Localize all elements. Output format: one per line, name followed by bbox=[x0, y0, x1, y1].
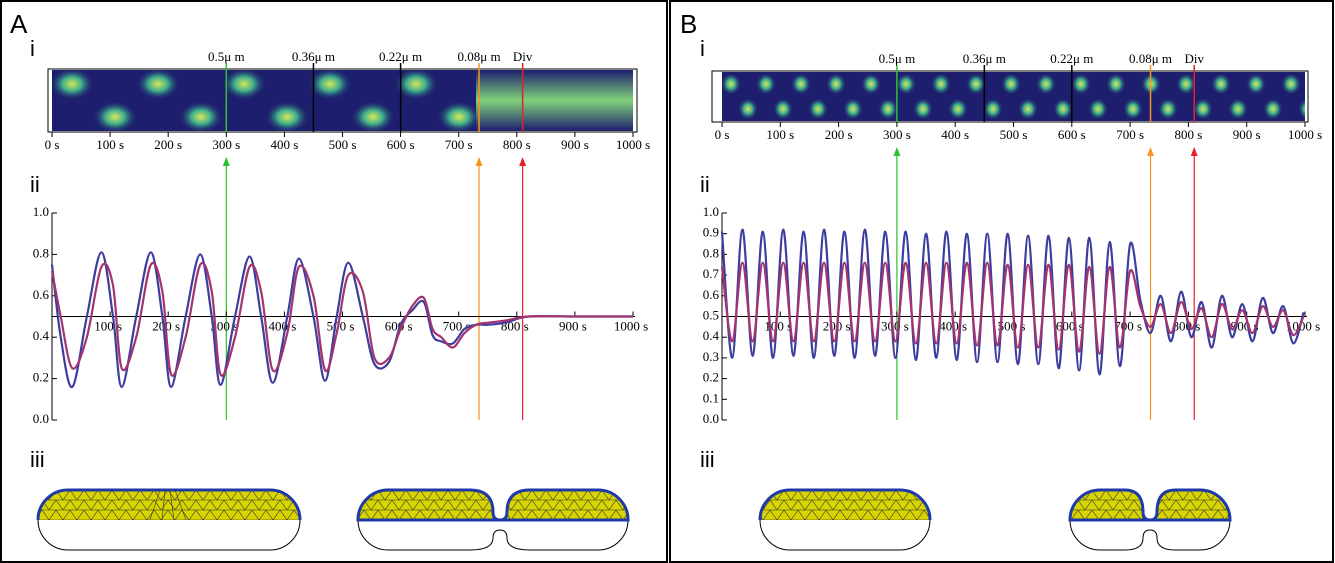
x-tick-label: 300 s bbox=[212, 137, 240, 152]
x-tick-label: 200 s bbox=[825, 127, 853, 142]
marker-label: Div bbox=[1184, 51, 1204, 66]
y-tick-label: 0.4 bbox=[703, 328, 720, 343]
marker-label: 0.08μ m bbox=[1129, 51, 1172, 66]
data-line bbox=[50, 261, 633, 377]
cell-mesh bbox=[36, 488, 302, 551]
sub-label: iii bbox=[30, 447, 45, 472]
x-tick-label: 500 s bbox=[1000, 127, 1028, 142]
kymograph-image bbox=[476, 70, 633, 131]
x-tick-label: 600 s bbox=[1056, 318, 1084, 333]
x-tick-label: 100 s bbox=[766, 127, 794, 142]
arrow-head bbox=[519, 157, 527, 166]
x-tick-label: 100 s bbox=[96, 137, 124, 152]
x-tick-label: 700 s bbox=[1114, 318, 1142, 333]
cell-mesh bbox=[1068, 488, 1232, 551]
marker-label: Div bbox=[513, 49, 533, 64]
x-tick-label: 300 s bbox=[883, 127, 911, 142]
marker-label: 0.5μ m bbox=[208, 49, 245, 64]
arrow-head bbox=[222, 157, 230, 166]
x-tick-label: 1000 s bbox=[1286, 318, 1320, 333]
y-tick-label: 0.5 bbox=[703, 307, 719, 322]
marker-label: 0.08μ m bbox=[457, 49, 500, 64]
y-tick-label: 0.9 bbox=[703, 225, 719, 240]
panel-label: B bbox=[680, 9, 697, 39]
x-tick-label: 400 s bbox=[941, 127, 969, 142]
y-tick-label: 0.6 bbox=[33, 287, 50, 302]
y-tick-label: 0.8 bbox=[33, 245, 49, 260]
arrow-head bbox=[893, 147, 901, 156]
x-tick-label: 300 s bbox=[210, 318, 238, 333]
x-tick-label: 900 s bbox=[561, 137, 589, 152]
y-tick-label: 0.2 bbox=[33, 370, 49, 385]
x-tick-label: 1000 s bbox=[614, 318, 648, 333]
marker-label: 0.36μ m bbox=[292, 49, 335, 64]
x-tick-label: 0 s bbox=[715, 127, 730, 142]
y-tick-label: 0.8 bbox=[703, 245, 719, 260]
panel-border bbox=[0, 0, 668, 563]
arrow-head bbox=[475, 157, 483, 166]
x-tick-label: 500 s bbox=[998, 318, 1026, 333]
sub-label: i bbox=[700, 36, 705, 61]
panel-border bbox=[669, 0, 1334, 563]
kymograph-frame bbox=[711, 70, 1309, 123]
y-tick-label: 1.0 bbox=[33, 204, 49, 219]
panel-label: A bbox=[10, 9, 28, 39]
x-tick-label: 600 s bbox=[1058, 127, 1086, 142]
y-tick-label: 0.3 bbox=[703, 349, 719, 364]
x-tick-label: 1000 s bbox=[1288, 127, 1322, 142]
sub-label: ii bbox=[30, 172, 40, 197]
y-tick-label: 1.0 bbox=[703, 204, 719, 219]
x-tick-label: 500 s bbox=[327, 318, 355, 333]
x-tick-label: 900 s bbox=[1233, 127, 1261, 142]
y-tick-label: 0.1 bbox=[703, 390, 719, 405]
y-tick-label: 0.7 bbox=[703, 266, 720, 281]
y-tick-label: 0.0 bbox=[33, 411, 49, 426]
kymograph-image bbox=[52, 70, 476, 131]
marker-label: 0.22μ m bbox=[379, 49, 422, 64]
x-tick-label: 200 s bbox=[154, 137, 182, 152]
cell-mesh bbox=[356, 488, 630, 551]
sub-label: ii bbox=[700, 172, 710, 197]
x-tick-label: 300 s bbox=[881, 318, 909, 333]
x-tick-label: 600 s bbox=[387, 137, 415, 152]
x-tick-label: 800 s bbox=[503, 137, 531, 152]
x-tick-label: 600 s bbox=[385, 318, 413, 333]
marker-label: 0.36μ m bbox=[963, 51, 1006, 66]
y-tick-label: 0.4 bbox=[33, 328, 50, 343]
x-tick-label: 400 s bbox=[270, 137, 298, 152]
marker-label: 0.5μ m bbox=[879, 51, 916, 66]
x-tick-label: 400 s bbox=[268, 318, 296, 333]
y-tick-label: 0.6 bbox=[703, 287, 720, 302]
x-tick-label: 1000 s bbox=[616, 137, 650, 152]
data-line bbox=[720, 261, 1305, 355]
x-tick-label: 800 s bbox=[1174, 127, 1202, 142]
x-tick-label: 500 s bbox=[329, 137, 357, 152]
cell-mesh bbox=[758, 488, 932, 551]
arrow-head bbox=[1147, 147, 1155, 156]
y-tick-label: 0.2 bbox=[703, 370, 719, 385]
arrow-head bbox=[1190, 147, 1198, 156]
kymograph-image bbox=[722, 72, 1305, 121]
marker-label: 0.22μ m bbox=[1050, 51, 1093, 66]
sub-label: i bbox=[30, 36, 35, 61]
x-tick-label: 900 s bbox=[559, 318, 587, 333]
sub-label: iii bbox=[700, 447, 715, 472]
x-tick-label: 700 s bbox=[1116, 127, 1144, 142]
x-tick-label: 0 s bbox=[45, 137, 60, 152]
x-tick-label: 700 s bbox=[445, 137, 473, 152]
data-line bbox=[720, 228, 1305, 376]
y-tick-label: 0.0 bbox=[703, 411, 719, 426]
